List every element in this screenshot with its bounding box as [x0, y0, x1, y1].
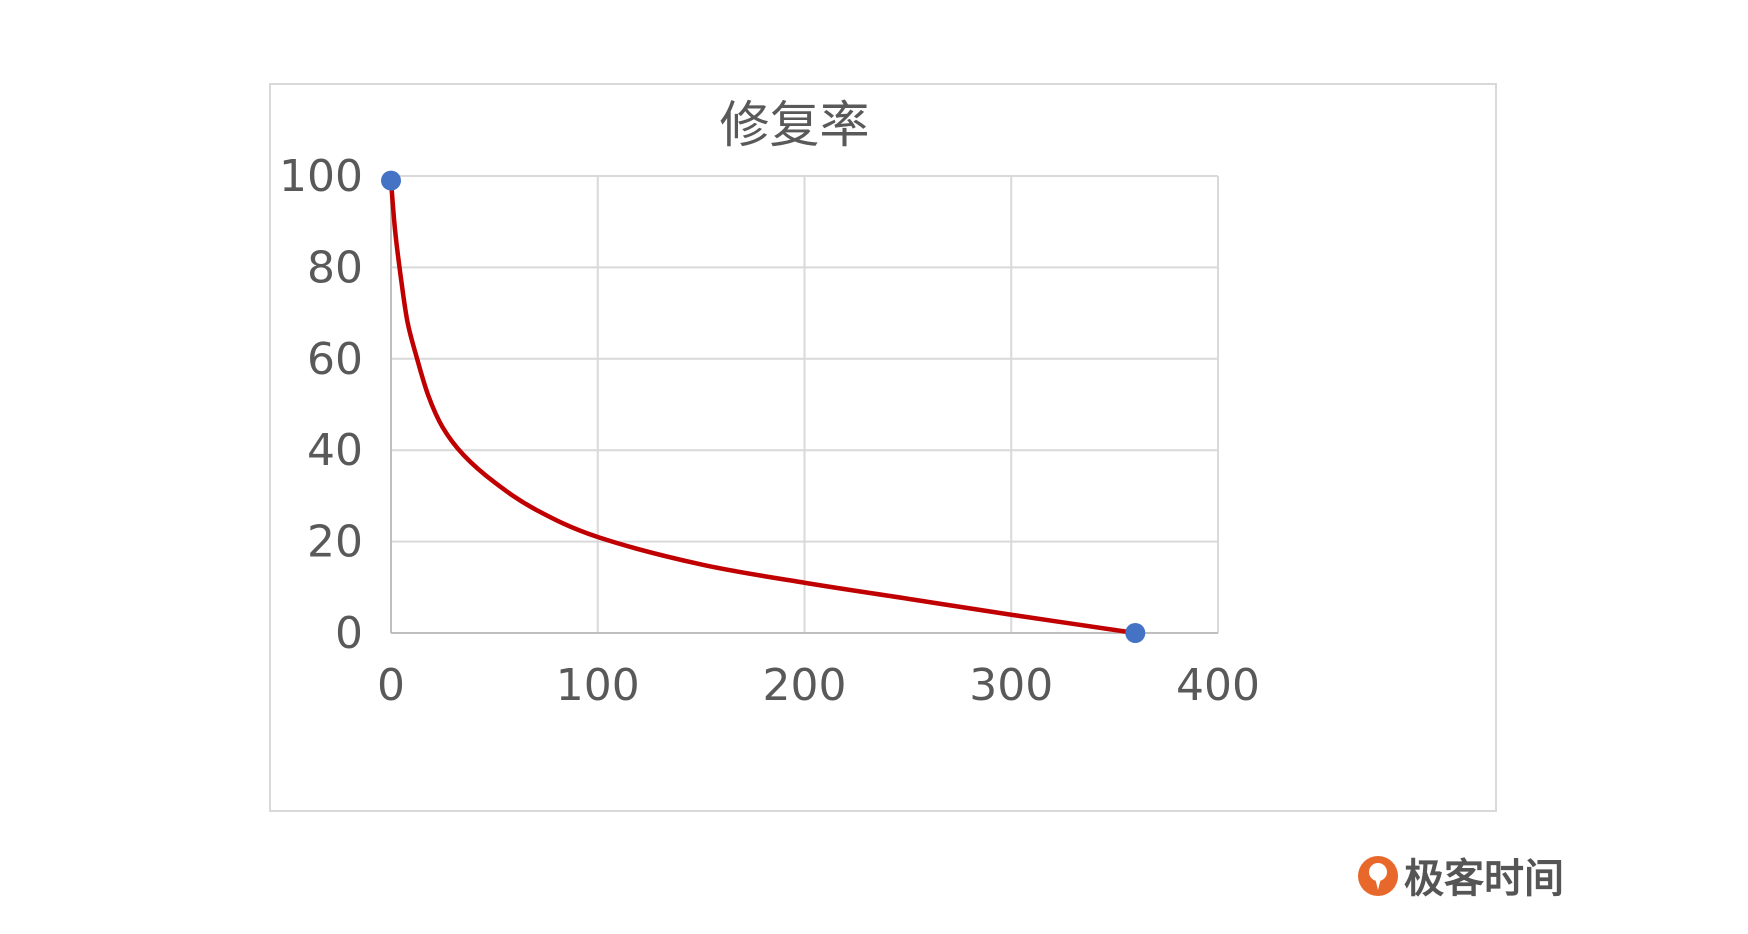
- chart-frame: 0 20 40 60 80 100 0 100 200 300 400 修复率: [269, 83, 1497, 812]
- x-tick-label: 400: [1176, 660, 1260, 711]
- x-tick-label: 0: [377, 660, 405, 711]
- line-chart: 0 20 40 60 80 100 0 100 200 300 400 修复率: [279, 96, 1260, 711]
- data-point-marker: [1125, 623, 1146, 643]
- y-tick-label: 20: [307, 517, 363, 568]
- y-tick-label: 0: [335, 608, 363, 659]
- x-tick-label: 300: [969, 660, 1053, 711]
- series-line-0: [388, 178, 1138, 636]
- brand-logo: 极客时间: [1358, 856, 1564, 902]
- data-point-marker: [381, 170, 401, 191]
- markers: [381, 170, 1146, 643]
- x-tick-label: 100: [556, 660, 640, 711]
- brand-logo-text: 极客时间: [1404, 856, 1564, 902]
- grid-lines: [391, 175, 1219, 633]
- y-tick-label: 100: [279, 151, 363, 202]
- y-tick-label: 60: [307, 334, 363, 385]
- tick-labels: 0 20 40 60 80 100 0 100 200 300 400: [279, 151, 1260, 711]
- series: [388, 178, 1138, 636]
- x-tick-label: 200: [763, 660, 847, 711]
- axes: [390, 176, 1218, 634]
- brand-mark-icon: [1358, 856, 1398, 896]
- y-tick-label: 80: [307, 242, 363, 293]
- y-tick-label: 40: [307, 425, 363, 476]
- chart-title: 修复率: [720, 96, 870, 154]
